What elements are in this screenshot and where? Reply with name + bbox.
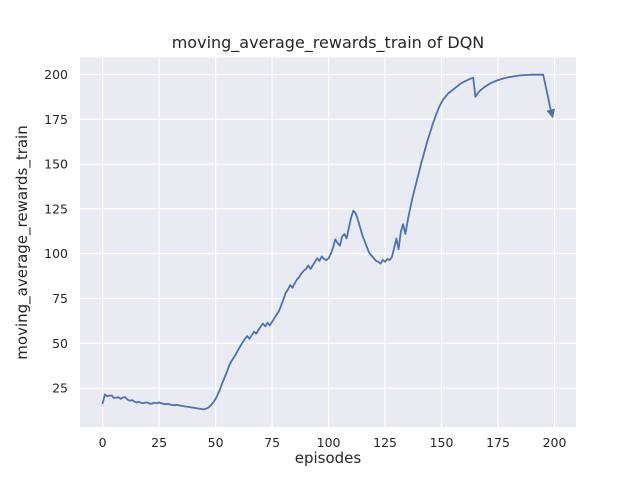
chart-title: moving_average_rewards_train of DQN <box>172 33 485 53</box>
x-tick-label: 125 <box>373 435 397 450</box>
x-tick-label: 0 <box>99 435 107 450</box>
y-tick-label: 75 <box>52 291 68 306</box>
x-tick-label: 150 <box>430 435 454 450</box>
y-tick-label: 100 <box>44 246 68 261</box>
gridlines <box>80 57 576 427</box>
x-axis-label: episodes <box>295 449 362 467</box>
y-tick-label: 175 <box>44 112 68 127</box>
dqn-reward-line <box>101 73 556 411</box>
y-tick-label: 200 <box>44 67 68 82</box>
x-tick-label: 175 <box>486 435 510 450</box>
y-tick-label: 50 <box>52 336 68 351</box>
x-tick-label: 200 <box>543 435 567 450</box>
x-tick-labels: 0 25 50 75 100 125 150 175 200 <box>99 435 567 450</box>
x-tick-label: 50 <box>208 435 224 450</box>
y-tick-label: 125 <box>44 201 68 216</box>
y-axis-label: moving_average_rewards_train <box>13 125 32 359</box>
y-tick-label: 25 <box>52 381 68 396</box>
y-tick-labels: 25 50 75 100 125 150 175 200 <box>44 67 68 396</box>
y-tick-label: 150 <box>44 157 68 172</box>
data-series <box>101 73 556 411</box>
x-tick-label: 100 <box>317 435 341 450</box>
x-tick-label: 75 <box>264 435 280 450</box>
x-tick-label: 25 <box>151 435 167 450</box>
